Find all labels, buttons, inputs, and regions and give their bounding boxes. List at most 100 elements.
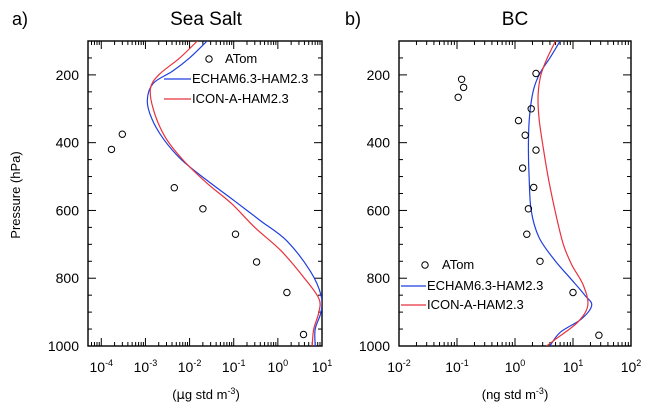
x-tick-label-base: 10	[445, 359, 461, 375]
legend-atom-marker	[421, 261, 429, 269]
x-tick-label: 101	[563, 358, 584, 375]
x-tick-label-exponent: -2	[403, 358, 411, 368]
x-tick-label-base: 10	[222, 359, 238, 375]
x-tick-label-base: 10	[134, 359, 150, 375]
atom-observation-point	[523, 230, 531, 238]
y-tick-label: 200	[367, 67, 391, 83]
atom-observation-point	[454, 93, 462, 102]
x-axis-label-open: (	[482, 387, 487, 402]
x-axis-label-exponent: -3	[227, 386, 235, 396]
x-tick-label-exponent: 1	[578, 358, 583, 368]
legend-icon-label: ICON-A-HAM2.3	[192, 91, 289, 106]
legend-echam-label: ECHAM6.3-HAM2.3	[192, 71, 308, 86]
atom-observation-point	[521, 131, 529, 139]
bc-panel: b) BC (ng std m-3) 10-2 10-1 100 101 1022004…	[345, 9, 641, 402]
x-tick-label-exponent: 2	[636, 358, 641, 368]
x-axis-label-exponent: -3	[536, 386, 544, 396]
icon-profile-line	[537, 41, 589, 346]
x-tick-label-exponent: 1	[327, 358, 332, 368]
x-tick-label: 10-2	[387, 358, 411, 375]
y-tick-label: 400	[367, 135, 391, 151]
atom-observation-point	[199, 205, 207, 213]
atom-observation-point	[527, 105, 535, 113]
atom-observation-point	[536, 257, 544, 265]
x-tick-label: 100	[505, 358, 526, 375]
x-axis-label-open: (	[172, 387, 177, 402]
atom-observation-point	[524, 205, 533, 213]
x-tick-label-exponent: -3	[149, 358, 157, 368]
echam-profile-line	[146, 41, 322, 346]
x-tick-label: 10-1	[445, 358, 469, 375]
x-tick-label: 10-3	[134, 358, 158, 375]
x-axis-label-text: ng std m	[486, 387, 536, 402]
icon-profile-line	[149, 41, 321, 346]
atom-observation-point	[299, 330, 308, 339]
x-tick-label-base: 10	[312, 359, 328, 375]
atom-observation-point	[595, 331, 603, 339]
panel-label-a: a)	[12, 9, 28, 29]
x-axis-label-mu: µ	[177, 388, 185, 403]
y-tick-label: 800	[56, 270, 80, 286]
x-tick-label: 101	[312, 358, 333, 375]
y-axis-label: Pressure (hPa)	[8, 151, 23, 238]
x-tick-label-base: 10	[268, 359, 284, 375]
x-tick-label-exponent: -4	[105, 358, 113, 368]
x-axis-label-sea-salt: (µg std m-3)	[172, 386, 240, 403]
echam-profile-line	[527, 41, 593, 346]
x-tick-label: 10-2	[178, 358, 202, 375]
legend-bc: ATom ECHAM6.3-HAM2.3 ICON-A-HAM2.3	[401, 257, 543, 312]
x-tick-label-base: 10	[387, 359, 403, 375]
legend-atom-label: ATom	[225, 51, 257, 66]
atom-observation-point	[107, 145, 116, 154]
x-tick-label-exponent: -1	[461, 358, 469, 368]
panel-label-b: b)	[345, 9, 361, 29]
legend-sea-salt: ATom ECHAM6.3-HAM2.3 ICON-A-HAM2.3	[164, 51, 308, 106]
legend-icon-label: ICON-A-HAM2.3	[427, 297, 524, 312]
x-tick-label-base: 10	[563, 359, 579, 375]
chart-title-sea-salt: Sea Salt	[170, 9, 243, 30]
x-axis-label-bc: (ng std m-3)	[482, 386, 549, 402]
x-tick-label-base: 10	[621, 359, 637, 375]
atom-observation-point	[170, 184, 179, 192]
x-axis-label-close: )	[235, 387, 239, 402]
chart-title-bc: BC	[502, 9, 528, 30]
x-tick-label-exponent: 0	[283, 358, 288, 368]
atom-observation-point	[518, 164, 527, 172]
atom-observation-point	[569, 288, 577, 297]
x-tick-label-exponent: 0	[520, 358, 525, 368]
x-axis-label-text: g std m	[185, 387, 228, 402]
x-tick-label: 102	[621, 358, 642, 375]
atom-observation-point	[532, 146, 540, 154]
atom-observation-point	[283, 288, 291, 297]
x-tick-label: 10-1	[222, 358, 246, 375]
x-tick-label: 100	[268, 358, 289, 375]
y-tick-label: 200	[56, 67, 80, 83]
x-tick-label: 10-4	[89, 358, 113, 375]
plot-frame	[87, 40, 323, 347]
atom-observation-point	[514, 116, 523, 125]
y-tick-label: 600	[56, 202, 80, 218]
legend-echam-label: ECHAM6.3-HAM2.3	[427, 278, 543, 293]
atom-observation-point	[231, 230, 240, 238]
x-axis-label-close: )	[544, 387, 548, 402]
x-tick-label-base: 10	[505, 359, 521, 375]
atom-observation-point	[530, 183, 538, 192]
y-tick-label: 600	[367, 202, 391, 218]
x-tick-label-base: 10	[178, 359, 194, 375]
y-tick-label: 1000	[359, 338, 390, 354]
y-tick-label: 1000	[48, 338, 79, 354]
atom-observation-point	[459, 83, 468, 92]
x-tick-label-base: 10	[89, 359, 105, 375]
x-tick-label-exponent: -1	[237, 358, 245, 368]
atom-observation-point	[252, 258, 261, 266]
legend-atom-label: ATom	[442, 257, 474, 272]
atom-observation-point	[118, 130, 127, 138]
atom-observation-point	[532, 69, 540, 78]
atom-observation-point	[457, 75, 466, 84]
legend-atom-marker	[205, 55, 213, 63]
y-tick-label: 400	[56, 135, 80, 151]
x-tick-label-exponent: -2	[193, 358, 201, 368]
